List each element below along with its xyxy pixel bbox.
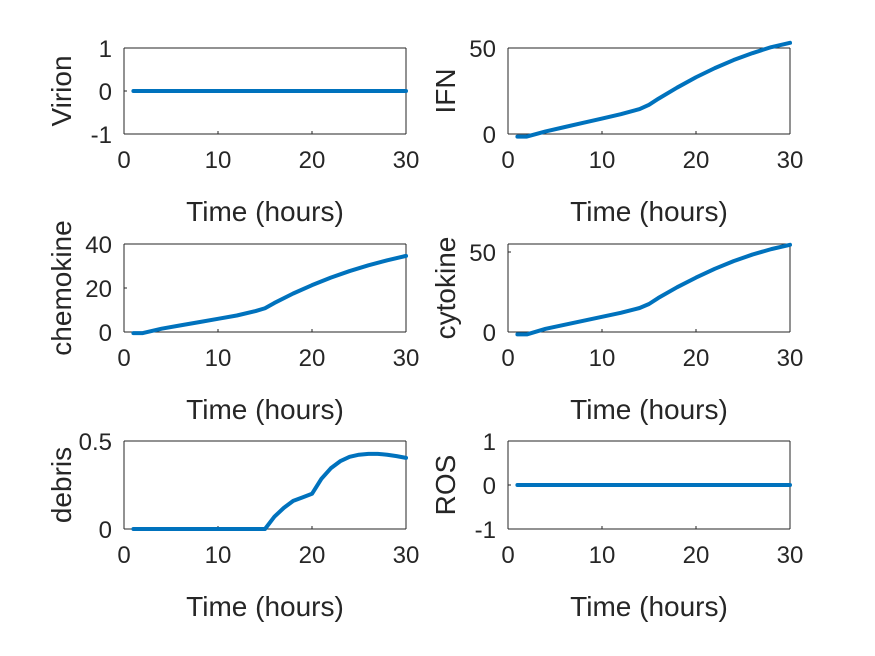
x-tick-label: 30 [393,147,420,174]
x-tick-label: 10 [589,345,616,372]
series-line-cytokine [515,242,792,337]
x-tick-label: 0 [501,345,514,372]
x-tick-label: 0 [117,542,130,569]
y-tick-label: 0 [99,79,112,106]
x-tick-label: 10 [589,147,616,174]
y-tick-label: 1 [483,429,496,456]
x-tick-label: 20 [683,147,710,174]
x-tick-label: 20 [299,345,326,372]
x-axis-label: Time (hours) [570,591,728,622]
x-tick-label: 0 [501,542,514,569]
y-tick-label: 50 [469,240,496,267]
x-axis-label: Time (hours) [186,196,344,227]
subplot-2: 0 10 20 30 0 20 40 Time (hours) chemokine [46,220,419,425]
x-tick-label: 10 [205,345,232,372]
y-axis-label: ROS [430,455,461,516]
y-axis-label: IFN [430,68,461,113]
x-tick-label: 30 [777,345,804,372]
y-tick-label: 0 [483,473,496,500]
y-axis-label: chemokine [46,220,77,355]
y-axis-label: debris [46,447,77,523]
x-tick-label: 0 [117,345,130,372]
subplot-4: 0 10 20 30 0 0.5 Time (hours) debris [46,429,419,622]
y-tick-label: 1 [99,36,112,63]
y-axis-label: Virion [46,55,77,126]
x-tick-label: 0 [117,147,130,174]
x-axis-label: Time (hours) [570,394,728,425]
y-tick-label: 20 [85,276,112,303]
x-tick-label: 10 [205,542,232,569]
x-tick-label: 20 [683,542,710,569]
y-tick-label: 40 [85,232,112,259]
y-tick-label: 0 [483,122,496,149]
y-tick-label: -1 [91,122,112,149]
series-line-ifn [515,40,792,139]
x-tick-label: 20 [683,345,710,372]
series-line-debris [131,451,408,531]
y-tick-label: 50 [469,36,496,63]
x-axis-label: Time (hours) [570,196,728,227]
y-tick-label: 0.5 [79,429,112,456]
x-axis-label: Time (hours) [186,591,344,622]
x-tick-label: 30 [777,542,804,569]
x-tick-label: 20 [299,542,326,569]
x-tick-label: 30 [393,345,420,372]
series-line-chemokine [131,253,408,336]
x-tick-label: 30 [777,147,804,174]
x-tick-label: 30 [393,542,420,569]
y-tick-label: -1 [475,517,496,544]
subplot-3: 0 10 20 30 0 50 Time (hours) cytokine [430,237,803,425]
x-tick-label: 10 [205,147,232,174]
x-axis-label: Time (hours) [186,394,344,425]
y-tick-label: 0 [99,517,112,544]
y-tick-label: 0 [99,320,112,347]
y-axis-label: cytokine [430,237,461,340]
y-tick-label: 0 [483,320,496,347]
x-tick-label: 10 [589,542,616,569]
x-tick-label: 20 [299,147,326,174]
x-tick-label: 0 [501,147,514,174]
subplot-1: 0 10 20 30 0 50 Time (hours) IFN [430,36,803,227]
